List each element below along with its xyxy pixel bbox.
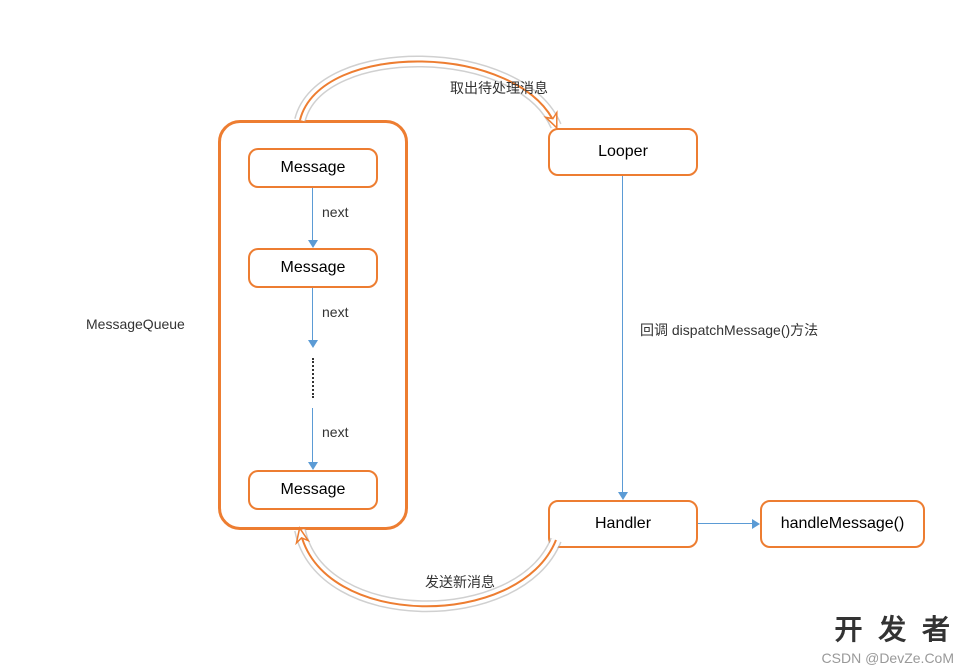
ellipsis-dots	[312, 358, 316, 398]
next-arrow-2	[312, 288, 313, 340]
top-curve-label: 取出待处理消息	[450, 78, 548, 98]
dispatch-label: 回调 dispatchMessage()方法	[640, 320, 818, 340]
message-label: Message	[281, 159, 346, 177]
handle-message-node: handleMessage()	[760, 500, 925, 548]
arrow-head-icon	[752, 519, 760, 529]
message-queue-label: MessageQueue	[86, 316, 185, 332]
looper-label: Looper	[598, 143, 648, 161]
arrow-head-icon	[308, 462, 318, 470]
arrow-head-icon	[308, 240, 318, 248]
message-label: Message	[281, 259, 346, 277]
curved-arrows	[0, 0, 964, 670]
watermark-csdn: CSDN @DevZe.CoM	[822, 650, 954, 666]
dispatch-arrow	[622, 176, 623, 492]
arrow-head-icon	[308, 340, 318, 348]
next-arrow-3	[312, 408, 313, 462]
message-node-1: Message	[248, 148, 378, 188]
watermark-text: 开 发 者	[834, 608, 954, 648]
message-label: Message	[281, 481, 346, 499]
arrow-head-icon	[618, 492, 628, 500]
next-label: next	[322, 424, 348, 440]
handle-arrow	[698, 523, 752, 524]
next-label: next	[322, 304, 348, 320]
handler-node: Handler	[548, 500, 698, 548]
bottom-curve-label: 发送新消息	[425, 572, 495, 592]
looper-node: Looper	[548, 128, 698, 176]
message-node-3: Message	[248, 470, 378, 510]
handler-label: Handler	[595, 515, 651, 533]
next-arrow-1	[312, 188, 313, 240]
message-node-2: Message	[248, 248, 378, 288]
next-label: next	[322, 204, 348, 220]
handle-message-label: handleMessage()	[781, 515, 905, 533]
